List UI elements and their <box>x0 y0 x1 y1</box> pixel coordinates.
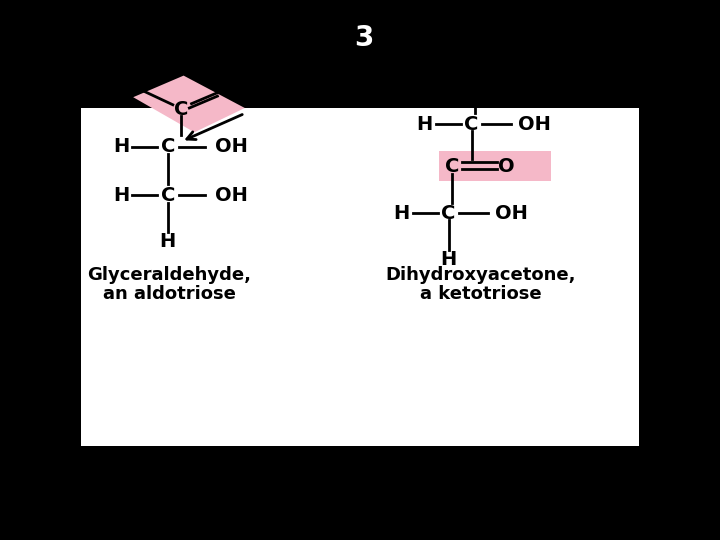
Text: C: C <box>174 99 189 119</box>
Text: 3: 3 <box>354 24 373 52</box>
Bar <box>439 151 551 181</box>
Text: OH: OH <box>518 114 552 134</box>
Text: H: H <box>160 232 176 251</box>
Text: H: H <box>417 114 433 134</box>
Text: H: H <box>113 137 129 157</box>
Text: H: H <box>467 69 483 88</box>
Bar <box>81 108 639 446</box>
Text: O: O <box>220 78 237 97</box>
Text: C: C <box>161 137 175 157</box>
Text: C: C <box>161 186 175 205</box>
Text: OH: OH <box>215 186 248 205</box>
Text: C: C <box>441 204 456 223</box>
Text: Tautomers are isomers of organic compounds: Tautomers are isomers of organic compoun… <box>101 454 436 469</box>
Text: reaction called tautomerism.: reaction called tautomerism. <box>101 487 312 502</box>
Text: H: H <box>113 186 129 205</box>
Text: C: C <box>445 157 459 176</box>
Text: an aldotriose: an aldotriose <box>103 285 235 303</box>
Text: OH: OH <box>495 204 528 223</box>
Text: C: C <box>464 114 479 134</box>
Text: H: H <box>394 204 410 223</box>
Polygon shape <box>133 76 245 132</box>
Text: O: O <box>498 157 515 176</box>
Text: OH: OH <box>215 137 248 157</box>
Text: a ketotriose: a ketotriose <box>420 285 541 303</box>
Text: H: H <box>118 74 134 93</box>
Text: Glyceraldehyde,: Glyceraldehyde, <box>87 266 251 285</box>
Text: that readily interconvert by a chemical: that readily interconvert by a chemical <box>101 470 386 485</box>
Text: Dihydroxyacetone,: Dihydroxyacetone, <box>386 266 576 285</box>
Text: H: H <box>441 249 456 269</box>
